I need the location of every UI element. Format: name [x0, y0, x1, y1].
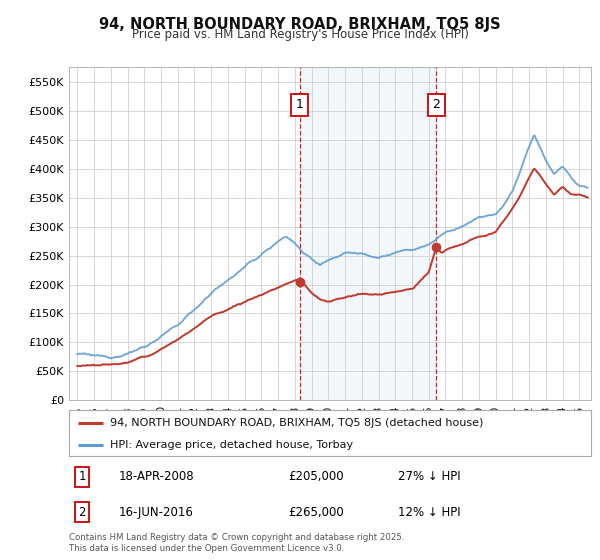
Text: 18-APR-2008: 18-APR-2008 [119, 470, 194, 483]
Text: 94, NORTH BOUNDARY ROAD, BRIXHAM, TQ5 8JS (detached house): 94, NORTH BOUNDARY ROAD, BRIXHAM, TQ5 8J… [110, 418, 483, 428]
Text: Price paid vs. HM Land Registry's House Price Index (HPI): Price paid vs. HM Land Registry's House … [131, 28, 469, 41]
Text: 1: 1 [296, 99, 304, 111]
Text: 1: 1 [78, 470, 86, 483]
Text: Contains HM Land Registry data © Crown copyright and database right 2025.
This d: Contains HM Land Registry data © Crown c… [69, 533, 404, 553]
Text: 2: 2 [433, 99, 440, 111]
Text: 2: 2 [78, 506, 86, 519]
Text: HPI: Average price, detached house, Torbay: HPI: Average price, detached house, Torb… [110, 440, 353, 450]
Text: £205,000: £205,000 [288, 470, 344, 483]
Text: 12% ↓ HPI: 12% ↓ HPI [398, 506, 460, 519]
Text: 27% ↓ HPI: 27% ↓ HPI [398, 470, 460, 483]
Text: 94, NORTH BOUNDARY ROAD, BRIXHAM, TQ5 8JS: 94, NORTH BOUNDARY ROAD, BRIXHAM, TQ5 8J… [99, 17, 501, 32]
Text: 16-JUN-2016: 16-JUN-2016 [119, 506, 193, 519]
Text: £265,000: £265,000 [288, 506, 344, 519]
Bar [300, 67, 436, 400]
